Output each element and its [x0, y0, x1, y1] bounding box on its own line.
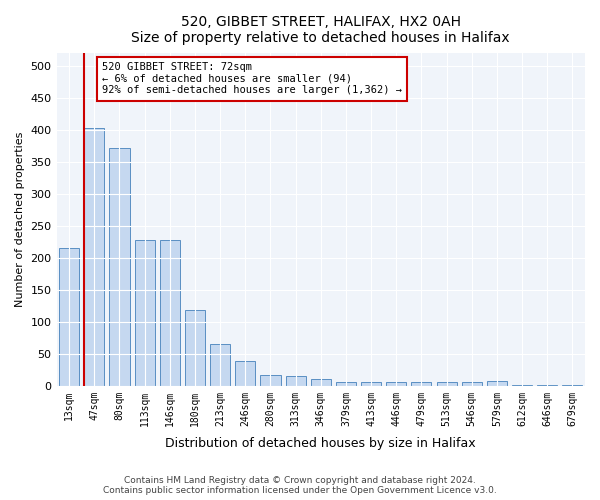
Bar [336, 382, 356, 386]
Bar [260, 375, 281, 386]
Bar [185, 310, 205, 386]
Y-axis label: Number of detached properties: Number of detached properties [15, 132, 25, 307]
Bar [512, 385, 532, 386]
Title: 520, GIBBET STREET, HALIFAX, HX2 0AH
Size of property relative to detached house: 520, GIBBET STREET, HALIFAX, HX2 0AH Siz… [131, 15, 510, 45]
Bar [437, 382, 457, 386]
Bar [386, 382, 406, 386]
Bar [487, 382, 507, 386]
X-axis label: Distribution of detached houses by size in Halifax: Distribution of detached houses by size … [166, 437, 476, 450]
Bar [461, 382, 482, 386]
Bar [210, 344, 230, 386]
Bar [311, 378, 331, 386]
Bar [412, 382, 431, 386]
Bar [160, 240, 180, 386]
Bar [235, 362, 256, 386]
Text: 520 GIBBET STREET: 72sqm
← 6% of detached houses are smaller (94)
92% of semi-de: 520 GIBBET STREET: 72sqm ← 6% of detache… [102, 62, 402, 96]
Bar [361, 382, 381, 386]
Bar [59, 248, 79, 386]
Bar [562, 385, 583, 386]
Bar [109, 148, 130, 386]
Bar [537, 385, 557, 386]
Bar [84, 128, 104, 386]
Bar [134, 240, 155, 386]
Text: Contains HM Land Registry data © Crown copyright and database right 2024.
Contai: Contains HM Land Registry data © Crown c… [103, 476, 497, 495]
Bar [286, 376, 305, 386]
